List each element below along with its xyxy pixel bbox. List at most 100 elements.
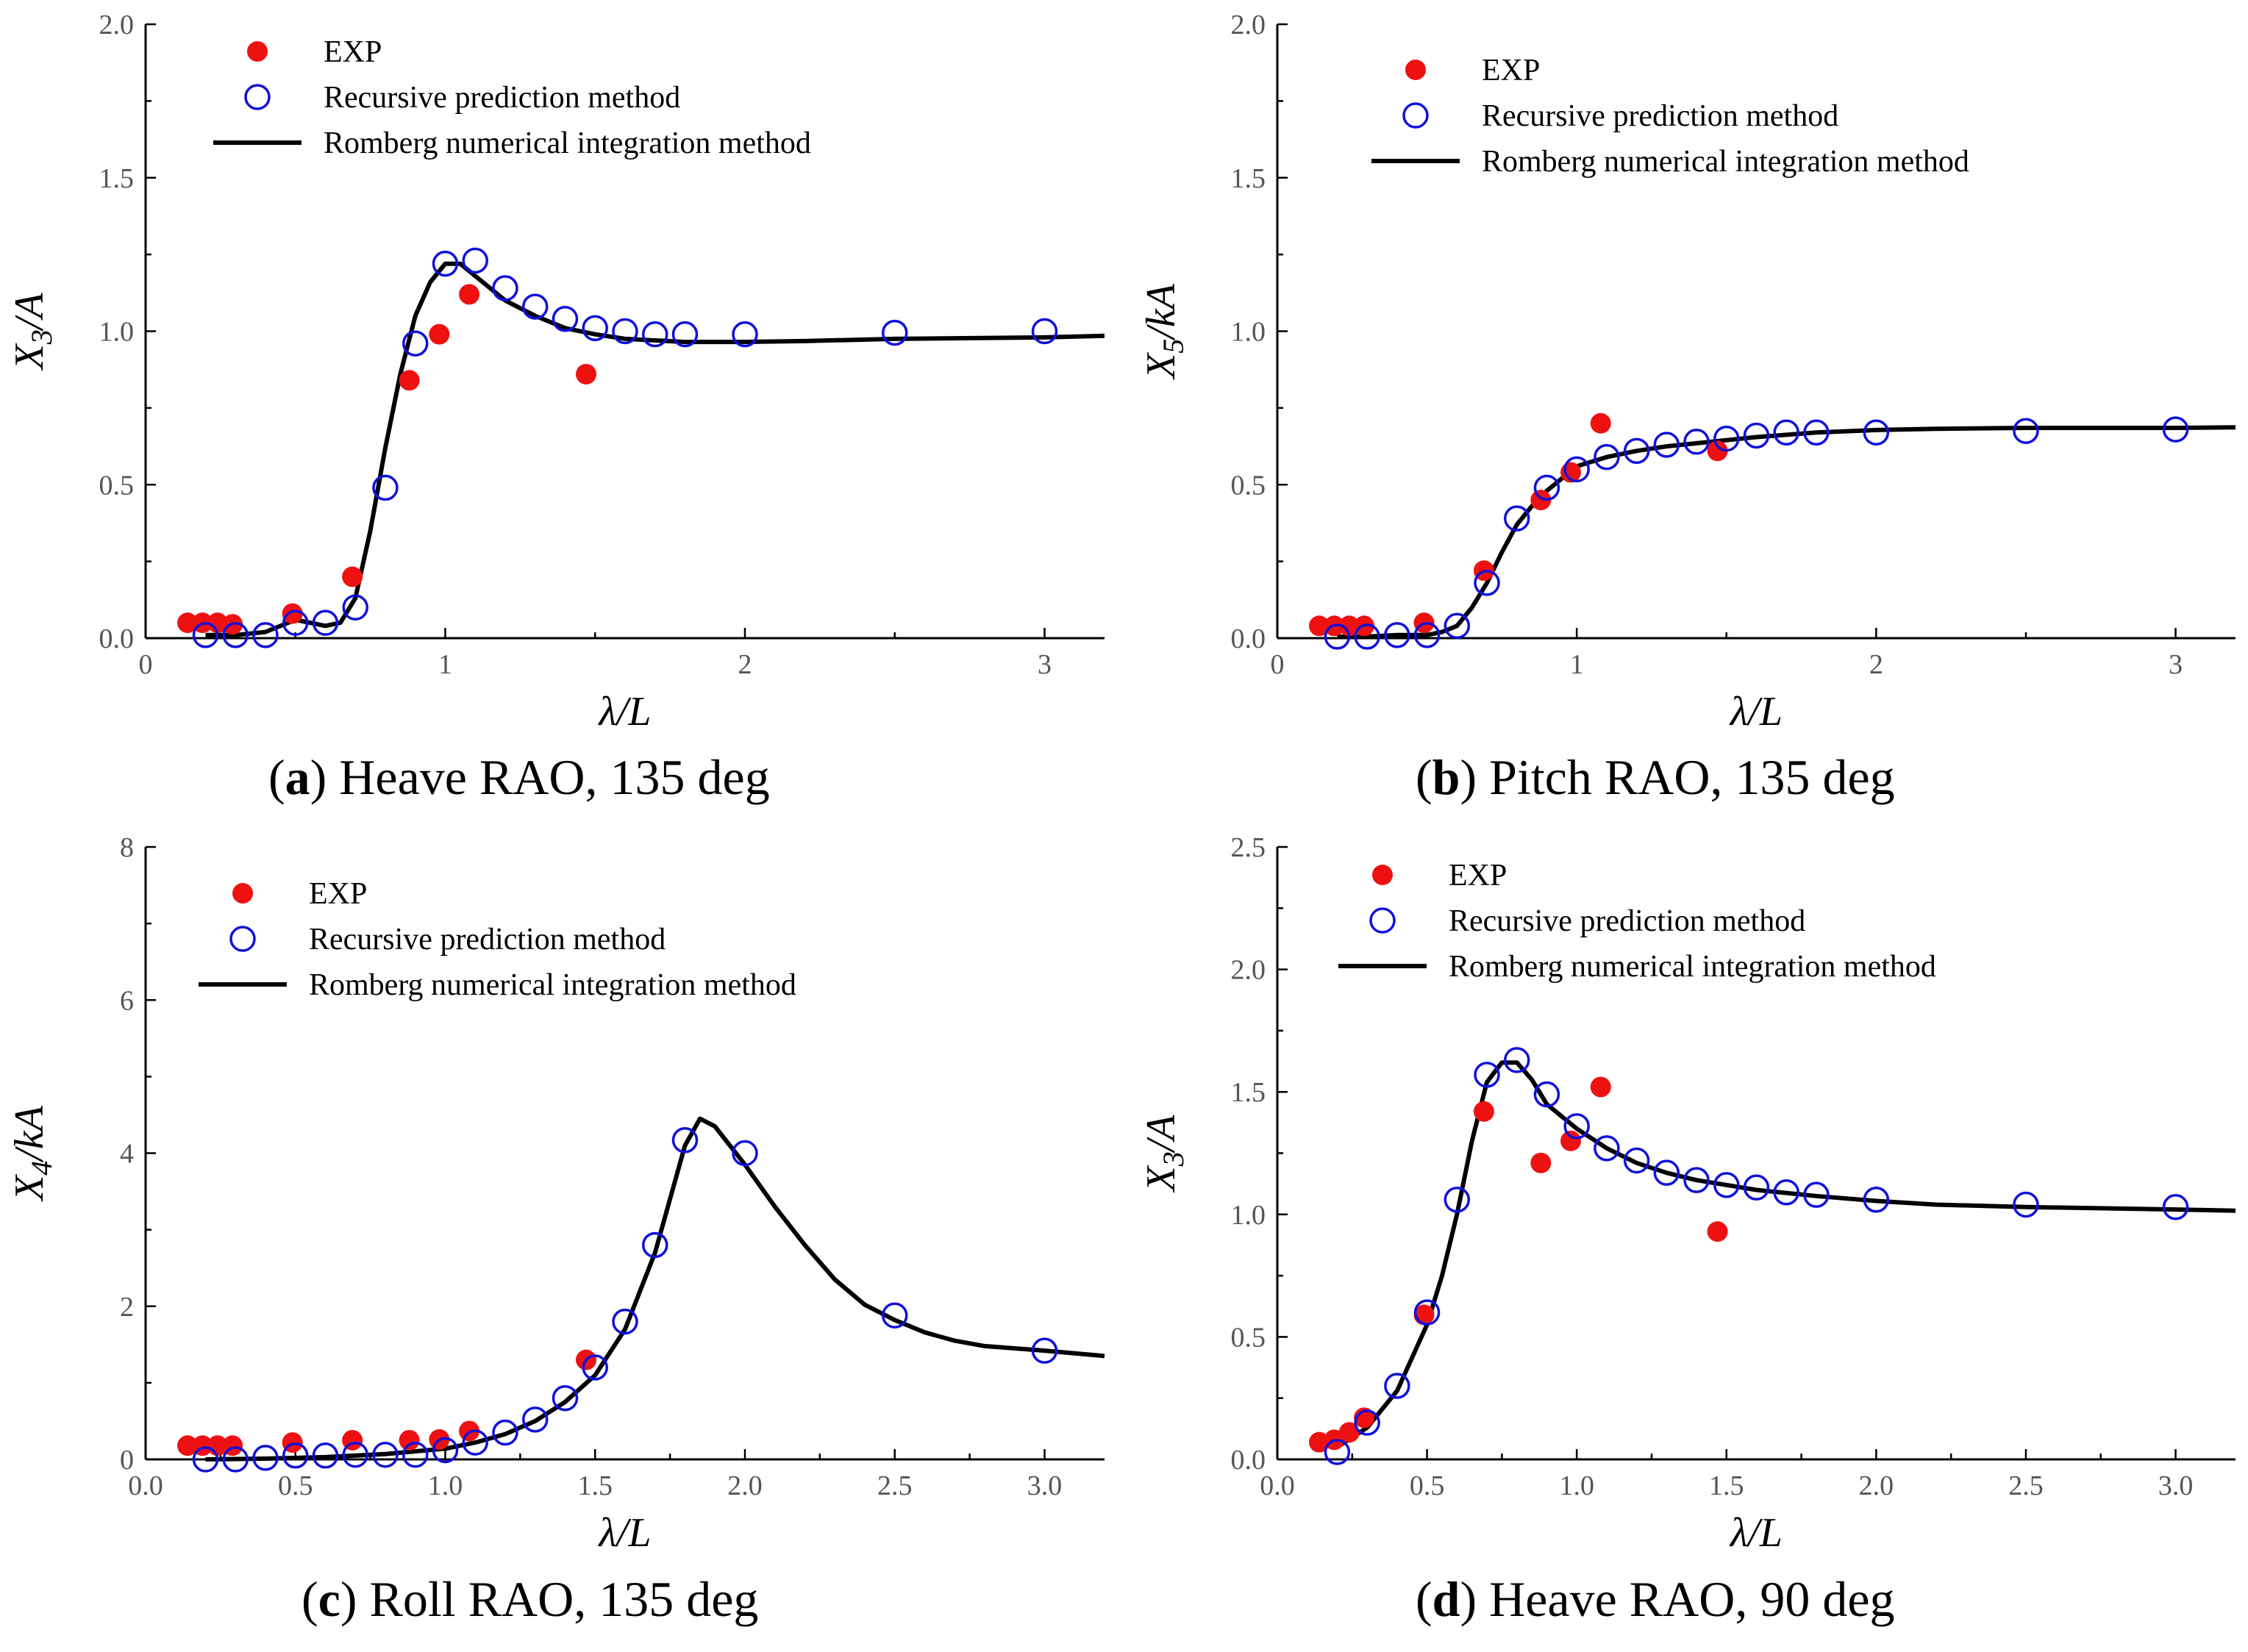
recursive-point [1623,437,1650,465]
recursive-point [1743,422,1770,449]
legend-exp-symbol [1372,865,1393,885]
recursive-point [671,1127,699,1154]
recursive-point [1444,1187,1471,1213]
x-tick-label: 2.0 [727,1470,763,1501]
recursive-point [192,622,219,648]
recursive-point [222,622,249,648]
x-tick-label: 0 [1271,649,1285,680]
chart-panel-d: 0.0 0.5 1.0 1.5 2.0 2.5 3.0 0.0 0.5 1.0 1.5 2.0 2.5 λ… [1138,832,2236,1627]
recursive-point [372,1442,399,1468]
recursive-point [2013,1191,2039,1218]
panel-caption: (a) Heave RAO, 135 deg [268,749,770,805]
recursive-point [252,622,279,648]
legend-exp-symbol [247,41,268,62]
recursive-point [1031,318,1058,345]
x-tick-label: 0.0 [128,1470,163,1501]
y-axis-title: X5/kA [1138,283,1190,380]
recursive-point [312,1442,339,1469]
recursive-point [882,1302,908,1329]
exp-point [1707,440,1728,462]
x-tick-label: 1.0 [1559,1470,1594,1501]
recursive-point [522,1406,549,1433]
recursive-point [492,1419,518,1446]
legend-recursive-label: Recursive prediction method [309,923,666,956]
chart-panel-b: 0 1 2 3 0.0 0.5 1.0 1.5 2.0 λ/L X5/kA EXP Recursive … [1138,10,2236,805]
y-tick-label: 2.0 [1231,10,1266,40]
legend-recursive-symbol [229,926,256,952]
y-tick-label: 1.5 [99,163,135,194]
y-tick-label: 0.0 [1231,1445,1266,1476]
panel-caption: (b) Pitch RAO, 135 deg [1416,749,1895,805]
recursive-point [1743,1174,1770,1201]
exp-point [1590,1076,1611,1098]
x-axis-title: λ/L [598,689,652,734]
recursive-point [282,1442,309,1469]
legend: EXP Recursive prediction method Romberg nu… [213,35,811,160]
recursive-point [1504,505,1530,532]
recursive-point [1683,1167,1710,1193]
legend-exp-label: EXP [309,877,367,911]
exp-point [1473,1101,1494,1122]
recursive-point [642,321,668,348]
romberg-curve [205,261,1105,637]
y-tick-label: 4 [120,1139,134,1170]
legend-romberg-label: Romberg numerical integration method [324,126,811,160]
recursive-point [1773,419,1799,446]
recursive-point [1413,622,1441,648]
exp-point [1530,1152,1552,1173]
y-tick-label: 2.5 [1231,832,1266,863]
recursive-point [1533,474,1560,501]
y-tick-label: 0.5 [1231,470,1266,501]
x-tick-label: 1 [438,649,452,680]
legend: EXP Recursive prediction method Romberg nu… [1338,859,1936,984]
y-tick-label: 8 [120,832,134,863]
x-tick-label: 3.0 [2158,1470,2194,1501]
y-tick-label: 0 [120,1445,134,1476]
recursive-point [1653,432,1680,458]
x-tick-label: 0 [139,649,153,680]
legend: EXP Recursive prediction method Romberg nu… [1371,54,1969,179]
recursive-point [1713,425,1740,452]
recursive-point [192,1446,219,1473]
recursive-point [1474,1062,1500,1088]
recursive-point [1623,1147,1650,1174]
x-tick-label: 1.5 [578,1470,613,1501]
recursive-point [1504,1047,1530,1073]
x-tick-label: 1 [1570,649,1584,680]
romberg-curve [205,1116,1105,1462]
recursive-point [402,330,429,357]
x-tick-label: 3 [2169,649,2183,680]
exp-point [1590,412,1611,434]
recursive-point [1773,1179,1799,1206]
x-tick-label: 2.5 [877,1470,913,1501]
x-tick-label: 0.5 [1410,1470,1445,1501]
legend-recursive-label: Recursive prediction method [1449,904,1805,938]
recursive-point [1563,456,1590,483]
romberg-curve [1335,1060,2236,1449]
exp-point [459,284,480,305]
legend-romberg-label: Romberg numerical integration method [1482,145,1969,179]
legend-recursive-label: Recursive prediction method [324,81,680,115]
legend-recursive-symbol [1402,102,1429,129]
recursive-point [1683,429,1710,455]
recursive-point [1413,1299,1441,1326]
exp-point [282,603,303,624]
exp-point [207,612,228,634]
recursive-point [2162,1194,2189,1220]
exp-point [342,566,363,587]
y-tick-label: 0.5 [1231,1322,1266,1353]
recursive-point [342,1442,368,1468]
recursive-point [1031,1337,1058,1364]
recursive-point [1803,1181,1830,1208]
x-tick-label: 0.5 [278,1470,313,1501]
recursive-point [402,1442,429,1468]
recursive-point [312,609,339,636]
legend-recursive-symbol [1369,907,1396,934]
x-tick-label: 2 [738,649,752,680]
legend-romberg-label: Romberg numerical integration method [1449,950,1936,984]
recursive-point [1653,1159,1680,1186]
recursive-point [612,318,638,345]
legend-exp-label: EXP [1449,859,1507,893]
recursive-point [2013,418,2039,444]
